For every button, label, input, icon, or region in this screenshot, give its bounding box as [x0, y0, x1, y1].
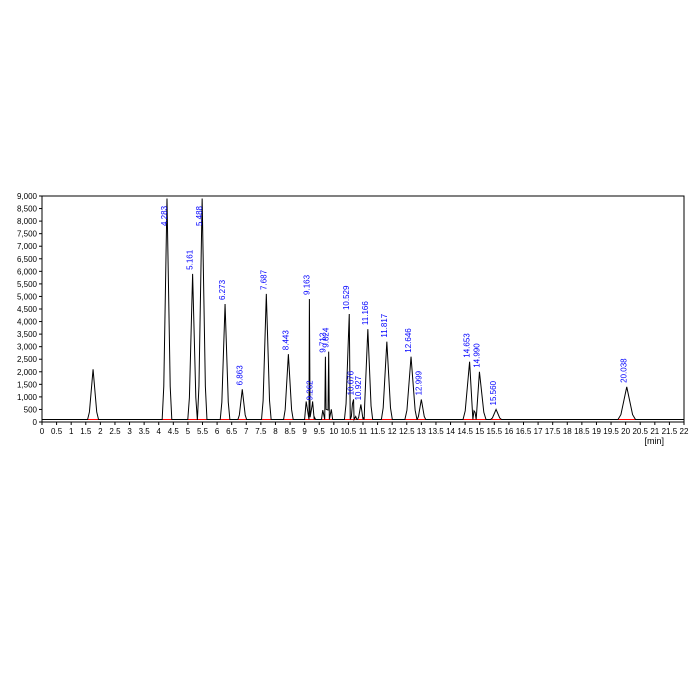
svg-text:4,000: 4,000 — [17, 318, 38, 327]
svg-text:20.5: 20.5 — [632, 427, 648, 436]
svg-text:1,500: 1,500 — [17, 380, 38, 389]
svg-text:11: 11 — [359, 427, 368, 436]
svg-text:4,500: 4,500 — [17, 305, 38, 314]
svg-text:6.863: 6.863 — [235, 365, 244, 386]
svg-text:1.5: 1.5 — [80, 427, 92, 436]
svg-text:1,000: 1,000 — [17, 393, 38, 402]
svg-text:1: 1 — [69, 427, 74, 436]
svg-text:21: 21 — [650, 427, 659, 436]
svg-text:9,000: 9,000 — [17, 192, 38, 201]
svg-text:8.5: 8.5 — [284, 427, 296, 436]
svg-text:9.824: 9.824 — [322, 327, 331, 348]
svg-text:14.653: 14.653 — [463, 333, 472, 358]
svg-text:21.5: 21.5 — [662, 427, 678, 436]
svg-text:6.5: 6.5 — [226, 427, 238, 436]
svg-text:7,500: 7,500 — [17, 230, 38, 239]
svg-text:17.5: 17.5 — [545, 427, 561, 436]
svg-text:16: 16 — [504, 427, 513, 436]
svg-text:12.5: 12.5 — [399, 427, 415, 436]
svg-text:6,500: 6,500 — [17, 255, 38, 264]
svg-text:17: 17 — [534, 427, 543, 436]
svg-text:15.5: 15.5 — [487, 427, 503, 436]
svg-text:14.5: 14.5 — [457, 427, 473, 436]
svg-text:18.5: 18.5 — [574, 427, 590, 436]
svg-text:3: 3 — [127, 427, 132, 436]
svg-text:16.5: 16.5 — [516, 427, 532, 436]
chromatogram-chart: 0 500 1,000 1,500 2,000 2,500 3,000 3,500 4,000 4… — [10, 190, 690, 450]
svg-text:0.5: 0.5 — [51, 427, 63, 436]
svg-text:3,000: 3,000 — [17, 343, 38, 352]
svg-text:5,000: 5,000 — [17, 292, 38, 301]
svg-text:8,000: 8,000 — [17, 217, 38, 226]
svg-text:4.283: 4.283 — [160, 205, 169, 226]
svg-text:13: 13 — [417, 427, 426, 436]
svg-text:10.927: 10.927 — [354, 375, 363, 400]
svg-text:10: 10 — [329, 427, 338, 436]
svg-text:19.5: 19.5 — [603, 427, 619, 436]
svg-text:2: 2 — [98, 427, 103, 436]
svg-text:4: 4 — [157, 427, 162, 436]
svg-text:20.038: 20.038 — [620, 358, 629, 383]
svg-text:6: 6 — [215, 427, 220, 436]
svg-text:12.999: 12.999 — [414, 370, 423, 395]
svg-text:14.990: 14.990 — [472, 343, 481, 368]
svg-text:5.488: 5.488 — [195, 205, 204, 226]
svg-text:22: 22 — [680, 427, 689, 436]
svg-text:11.5: 11.5 — [370, 427, 386, 436]
svg-text:11.817: 11.817 — [380, 313, 389, 337]
svg-text:10.529: 10.529 — [342, 285, 351, 310]
svg-text:10.5: 10.5 — [341, 427, 357, 436]
svg-text:8,500: 8,500 — [17, 205, 38, 214]
svg-text:5,500: 5,500 — [17, 280, 38, 289]
svg-text:9.163: 9.163 — [302, 274, 311, 295]
svg-text:2,000: 2,000 — [17, 368, 38, 377]
svg-text:9.5: 9.5 — [314, 427, 326, 436]
svg-text:6.273: 6.273 — [218, 279, 227, 300]
svg-text:3.5: 3.5 — [139, 427, 151, 436]
svg-text:[min]: [min] — [644, 436, 664, 446]
svg-text:5.161: 5.161 — [186, 249, 195, 270]
svg-text:8.443: 8.443 — [281, 330, 290, 351]
svg-text:5.5: 5.5 — [197, 427, 209, 436]
svg-text:14: 14 — [446, 427, 455, 436]
svg-text:7: 7 — [244, 427, 249, 436]
svg-text:500: 500 — [24, 405, 38, 414]
svg-text:20: 20 — [621, 427, 630, 436]
svg-text:18: 18 — [563, 427, 572, 436]
svg-text:15.560: 15.560 — [489, 380, 498, 405]
svg-text:19: 19 — [592, 427, 601, 436]
svg-text:12: 12 — [388, 427, 397, 436]
svg-text:8: 8 — [273, 427, 278, 436]
svg-text:7,000: 7,000 — [17, 242, 38, 251]
svg-text:2.5: 2.5 — [109, 427, 121, 436]
svg-text:7.687: 7.687 — [259, 269, 268, 290]
svg-text:5: 5 — [186, 427, 191, 436]
svg-text:9.262: 9.262 — [305, 380, 314, 401]
svg-text:15: 15 — [475, 427, 484, 436]
svg-text:13.5: 13.5 — [428, 427, 444, 436]
svg-text:12.646: 12.646 — [404, 328, 413, 353]
svg-text:2,500: 2,500 — [17, 355, 38, 364]
svg-text:11.166: 11.166 — [361, 301, 370, 325]
svg-text:4.5: 4.5 — [168, 427, 180, 436]
svg-text:7.5: 7.5 — [255, 427, 267, 436]
svg-text:6,000: 6,000 — [17, 267, 38, 276]
svg-text:0: 0 — [33, 418, 38, 427]
svg-text:3,500: 3,500 — [17, 330, 38, 339]
svg-text:0: 0 — [40, 427, 45, 436]
svg-text:9: 9 — [302, 427, 307, 436]
